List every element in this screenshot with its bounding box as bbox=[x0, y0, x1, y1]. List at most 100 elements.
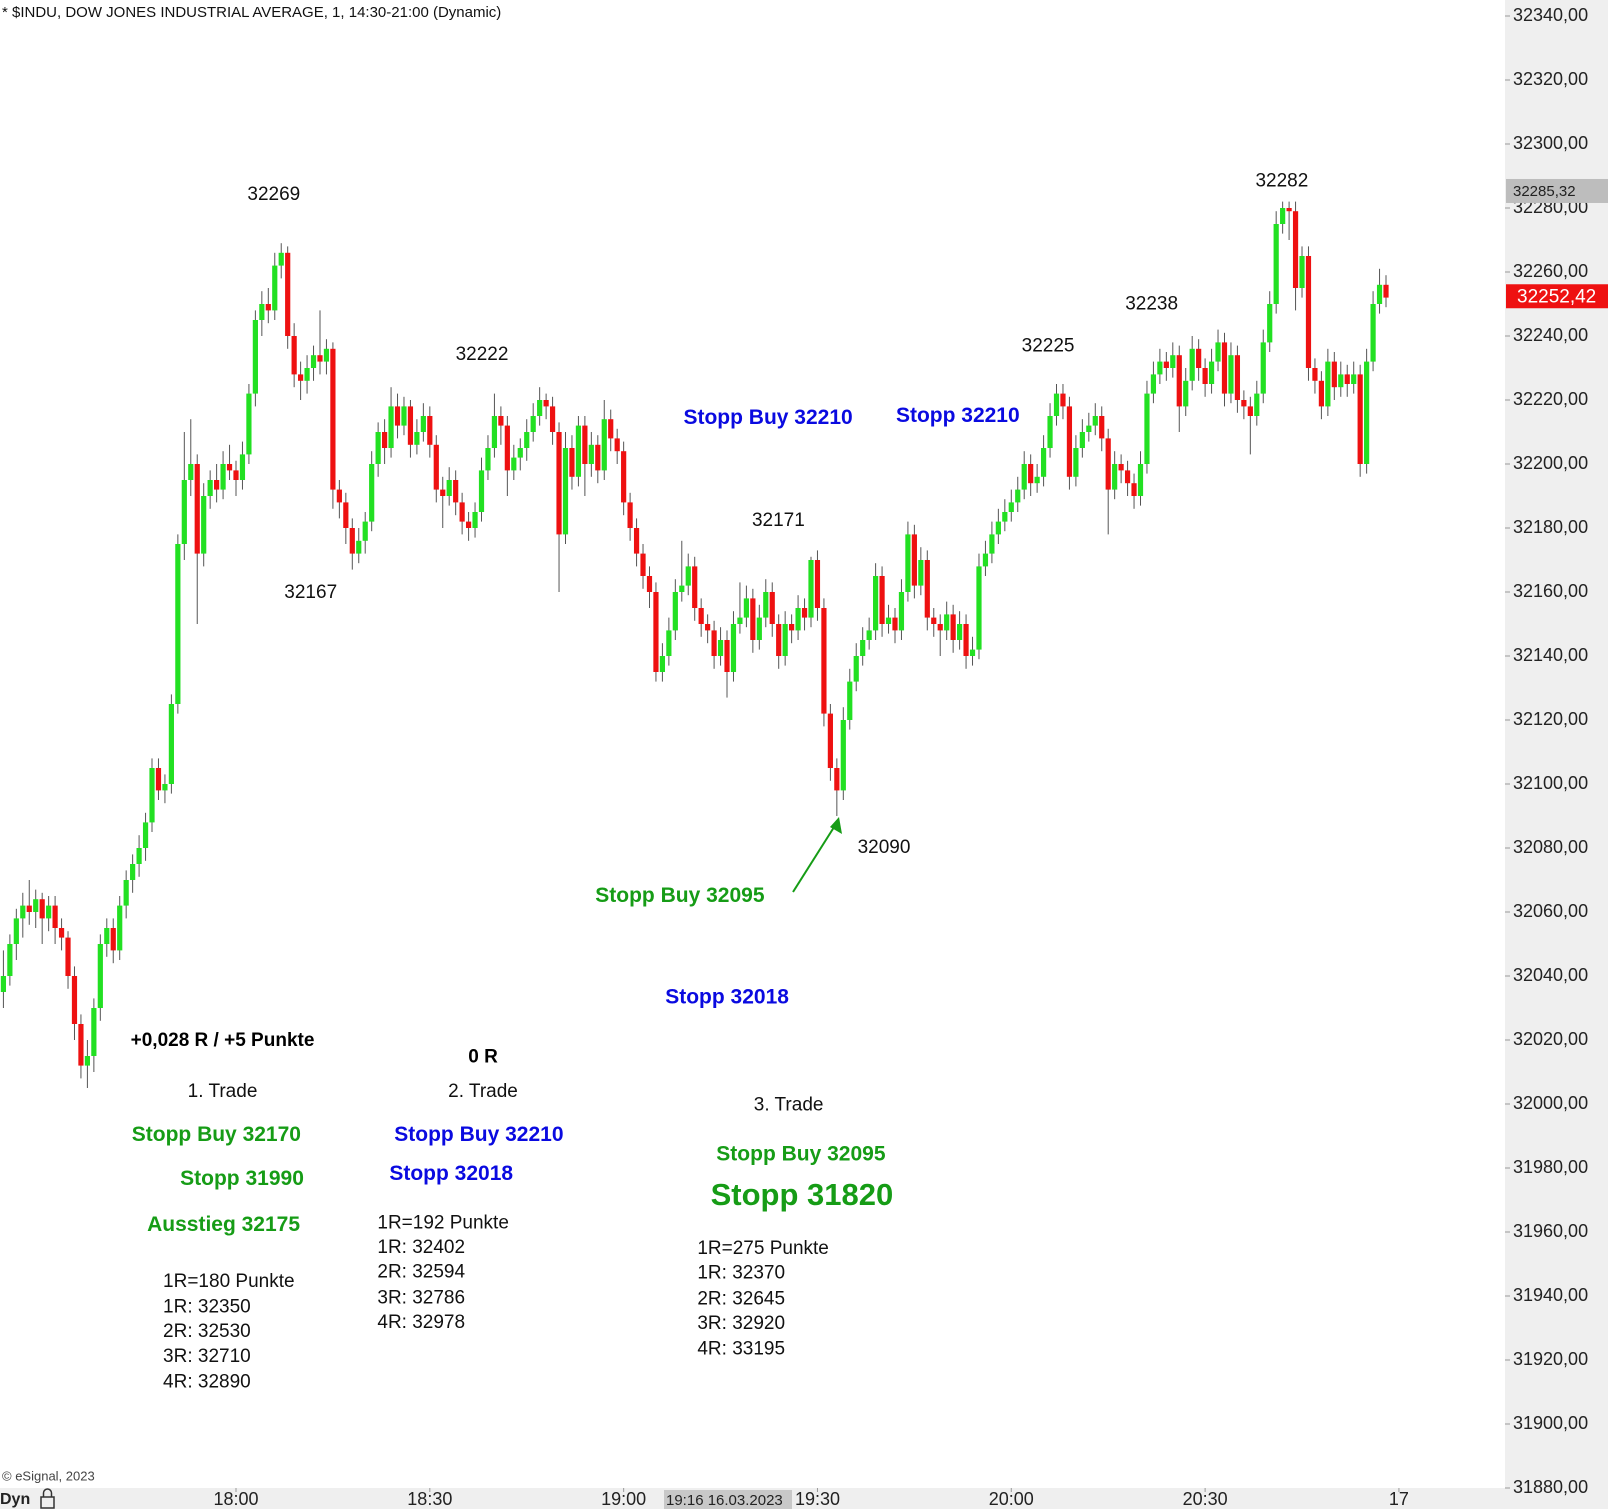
candle-body bbox=[860, 640, 866, 656]
candle-body bbox=[239, 454, 246, 480]
candle-body bbox=[1267, 304, 1273, 343]
candle-body bbox=[388, 406, 394, 448]
candle-body bbox=[188, 464, 194, 480]
candle-body bbox=[130, 864, 136, 880]
candle-body bbox=[885, 617, 892, 624]
annotation: Stopp 32210 bbox=[896, 404, 1020, 427]
candle-body bbox=[969, 649, 976, 656]
candle-body bbox=[614, 438, 620, 452]
y-tick-label: 32340,00 bbox=[1513, 5, 1588, 25]
candle-body bbox=[608, 419, 614, 439]
candle-body bbox=[1105, 438, 1111, 490]
candle-body bbox=[446, 480, 452, 496]
candle-body bbox=[58, 928, 65, 938]
candle-body bbox=[705, 624, 711, 631]
candle-body bbox=[33, 899, 39, 912]
candle-body bbox=[1202, 368, 1208, 384]
candle-body bbox=[698, 608, 704, 624]
candle-body bbox=[84, 1056, 91, 1066]
candle-body bbox=[944, 614, 950, 631]
candle-body bbox=[1079, 432, 1085, 448]
annotation: 3. Trade bbox=[754, 1095, 824, 1116]
candle-body bbox=[1060, 393, 1066, 407]
y-tick-label: 32080,00 bbox=[1513, 837, 1588, 857]
candle-body bbox=[1228, 355, 1234, 394]
candle-body bbox=[498, 416, 504, 426]
corner-label: Dyn bbox=[0, 1491, 30, 1508]
candle-body bbox=[136, 848, 142, 864]
candle-body bbox=[511, 457, 517, 471]
candle-body bbox=[201, 496, 207, 554]
y-tick-label: 31940,00 bbox=[1513, 1285, 1588, 1305]
y-tick-label: 32140,00 bbox=[1513, 645, 1588, 665]
annotation: Stopp Buy 32170 bbox=[132, 1123, 301, 1146]
candle-body bbox=[175, 544, 181, 704]
candle-body bbox=[1357, 374, 1363, 464]
annotation: 32222 bbox=[456, 344, 509, 365]
candle-body bbox=[246, 393, 252, 455]
annotation: Stopp Buy 32095 bbox=[595, 884, 765, 907]
time-axis-panel bbox=[0, 1488, 1608, 1509]
candle-body bbox=[1124, 470, 1131, 484]
candle-body bbox=[1183, 380, 1189, 407]
candle-body bbox=[1318, 380, 1324, 407]
candle-body bbox=[117, 905, 123, 951]
annotation: 2R: 32594 bbox=[377, 1262, 465, 1283]
candle-body bbox=[989, 534, 995, 554]
annotation: Stopp 31990 bbox=[180, 1167, 304, 1190]
candle-body bbox=[162, 784, 168, 791]
candle-body bbox=[440, 489, 446, 496]
candle-body bbox=[265, 304, 271, 311]
candle-body bbox=[97, 944, 103, 1008]
candle-body bbox=[343, 502, 349, 528]
annotation: 3R: 32786 bbox=[377, 1287, 465, 1308]
candle-body bbox=[142, 822, 149, 848]
annotation: 32225 bbox=[1022, 336, 1075, 357]
candle-body bbox=[1383, 284, 1389, 298]
x-tick-label: 18:00 bbox=[213, 1489, 258, 1509]
candle-body bbox=[659, 656, 666, 672]
candle-body bbox=[394, 406, 401, 426]
price-marker-label: 32285,32 bbox=[1513, 183, 1576, 200]
candle-body bbox=[1028, 464, 1034, 484]
annotation: +0,028 R / +5 Punkte bbox=[131, 1030, 315, 1051]
annotation: 0 R bbox=[468, 1046, 498, 1067]
candle-body bbox=[879, 576, 885, 624]
candle-body bbox=[472, 512, 478, 528]
candle-body bbox=[776, 624, 782, 656]
y-tick-label: 32120,00 bbox=[1513, 709, 1588, 729]
candle-body bbox=[298, 374, 304, 381]
annotation: Stopp 31820 bbox=[711, 1177, 894, 1212]
y-tick-label: 31960,00 bbox=[1513, 1221, 1588, 1241]
candle-body bbox=[1144, 393, 1150, 464]
candle-body bbox=[976, 566, 982, 650]
candle-body bbox=[226, 464, 233, 471]
candle-body bbox=[1196, 348, 1202, 368]
candle-body bbox=[7, 944, 13, 976]
candle-body bbox=[1241, 400, 1247, 407]
annotation: Ausstieg 32175 bbox=[147, 1213, 300, 1236]
x-tick-label: 19:00 bbox=[601, 1489, 646, 1509]
candle-body bbox=[524, 432, 530, 448]
annotation: 4R: 32890 bbox=[163, 1371, 251, 1392]
candle-body bbox=[1215, 342, 1221, 362]
candle-body bbox=[763, 592, 769, 618]
candle-body bbox=[595, 444, 601, 471]
footer: © eSignal, 2023 bbox=[2, 1468, 95, 1483]
candle-body bbox=[1286, 208, 1292, 212]
lock-icon bbox=[40, 1488, 55, 1509]
candle-body bbox=[13, 918, 19, 944]
candle-body bbox=[1305, 256, 1312, 368]
candle-body bbox=[801, 608, 808, 618]
annotation: 3R: 32920 bbox=[697, 1313, 785, 1334]
candle-body bbox=[950, 614, 956, 640]
candle-body bbox=[769, 592, 775, 624]
candle-body bbox=[1312, 368, 1318, 381]
candle-body bbox=[549, 406, 556, 432]
price-marker-label: 32252,42 bbox=[1517, 286, 1596, 307]
candle-body bbox=[717, 640, 724, 656]
candle-body bbox=[1221, 342, 1228, 394]
candle-body bbox=[601, 419, 607, 471]
candle-body bbox=[730, 624, 737, 672]
cursor-label: 19:16 16.03.2023 bbox=[666, 1492, 783, 1509]
